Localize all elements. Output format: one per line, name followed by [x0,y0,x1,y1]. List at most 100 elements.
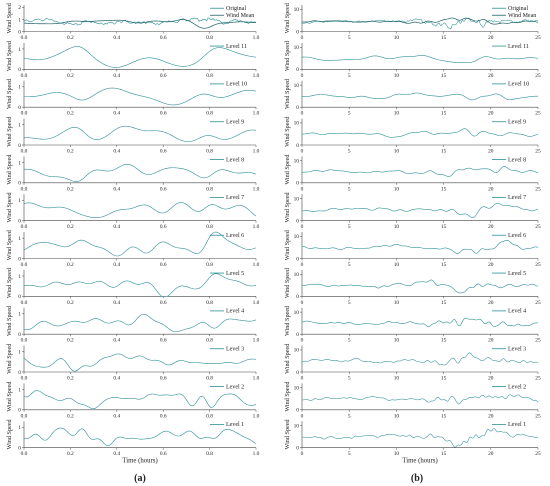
legend-label: Level 2 [508,384,526,390]
legend-label: Level 9 [226,120,244,126]
legend-label: Level 11 [226,44,247,50]
x-tick-label: 5 [348,111,351,117]
y-tick-label: 1 [18,47,21,53]
x-tick-label: 0.8 [206,262,213,268]
y-axis-label: Wind Speed [284,267,291,298]
x-tick-label: 0.8 [206,451,213,457]
subplot: 0 1 Wind Speed 0.0 0.2 0.4 0.6 0.8 1.0 Level 8 [6,154,260,193]
series-line [23,313,257,333]
x-tick-label: 0.8 [206,376,213,382]
x-tick-label: 0.4 [113,262,120,268]
x-tick-label: 0 [301,451,304,457]
x-tick-label: 10 [394,413,400,419]
x-tick-label: 15 [441,451,447,457]
y-tick-label: 10 [294,234,300,240]
x-tick-label: 25 [535,451,541,457]
x-tick-label: 1.0 [253,413,260,419]
x-tick-label: 20 [488,111,494,117]
x-tick-label: 5 [348,262,351,268]
x-tick-label: 0.2 [67,262,74,268]
x-tick-label: 0.6 [160,35,167,41]
x-tick-label: 10 [394,376,400,382]
y-tick-label: 10 [294,196,300,202]
x-tick-label: 25 [535,338,541,344]
x-tick-label: 0.6 [160,111,167,117]
series-line [23,202,257,219]
series-line [301,128,539,138]
x-tick-label: 0.0 [21,262,28,268]
x-tick-label: 5 [348,338,351,344]
x-tick-label: 10 [394,262,400,268]
y-tick-label: 0 [18,332,21,338]
legend-label: Level 3 [508,347,526,353]
y-tick-label: 0 [18,408,21,414]
x-tick-label: 15 [441,224,447,230]
x-tick-label: 15 [441,149,447,155]
subplot: 0 1 Wind Speed 0.0 0.2 0.4 0.6 0.8 1.0 Level 11 [6,40,260,79]
y-tick-label: 10 [294,7,300,13]
y-axis-label: Wind Speed [284,78,291,109]
y-axis-label: Wind Speed [284,2,291,33]
legend-label: Original [226,6,246,12]
y-tick-label: 0 [296,218,299,224]
legend-label: Level 3 [226,347,244,353]
x-tick-label: 0.4 [113,224,120,230]
y-tick-label: 0 [18,370,21,376]
x-tick-label: 0.2 [67,111,74,117]
y-tick-label: 0 [296,181,299,187]
x-tick-label: 15 [441,186,447,192]
x-tick-label: 0.2 [67,300,74,306]
x-tick-label: 15 [441,73,447,79]
series-line [23,17,257,26]
x-tick-label: 0 [301,413,304,419]
x-tick-label: 0.2 [67,224,74,230]
y-tick-label: 0 [296,67,299,73]
x-tick-label: 25 [535,186,541,192]
x-tick-label: 0.0 [21,300,28,306]
x-tick-label: 0 [301,300,304,306]
y-axis-label: Wind Speed [284,418,291,449]
legend-label: Level 4 [508,309,526,315]
y-axis-label: Wind Speed [284,154,291,185]
x-tick-label: 0.2 [67,376,74,382]
x-tick-label: 20 [488,73,494,79]
x-tick-label: 0 [301,186,304,192]
x-tick-label: 1.0 [253,376,260,382]
x-tick-label: 25 [535,224,541,230]
y-tick-label: 0 [296,445,299,451]
y-axis-label: Wind Speed [6,418,13,449]
y-axis-label: Wind Speed [284,116,291,147]
x-tick-label: 1.0 [253,451,260,457]
series-line [301,352,539,366]
legend-label: Level 4 [226,309,244,315]
x-tick-label: 10 [394,149,400,155]
x-tick-label: 0 [301,111,304,117]
legend-label: Level 11 [508,44,529,50]
x-tick-label: 0.2 [67,35,74,41]
x-tick-label: 0.6 [160,149,167,155]
x-tick-label: 0.2 [67,186,74,192]
y-tick-label: 10 [294,272,300,278]
series-line [301,202,539,219]
x-tick-label: 0.6 [160,376,167,382]
x-tick-label: 10 [394,451,400,457]
series-line [301,428,539,448]
x-tick-label: 10 [394,111,400,117]
legend-label: Original [508,6,528,12]
y-tick-label: 0 [18,445,21,451]
y-tick-label: 10 [294,159,300,165]
y-tick-label: 0 [296,408,299,414]
y-tick-label: 0 [296,294,299,300]
x-tick-label: 20 [488,376,494,382]
x-tick-label: 0.8 [206,413,213,419]
legend-label: Level 10 [508,82,529,88]
legend-label: Wind Mean [508,13,536,19]
x-tick-label: 15 [441,300,447,306]
x-tick-label: 25 [535,111,541,117]
